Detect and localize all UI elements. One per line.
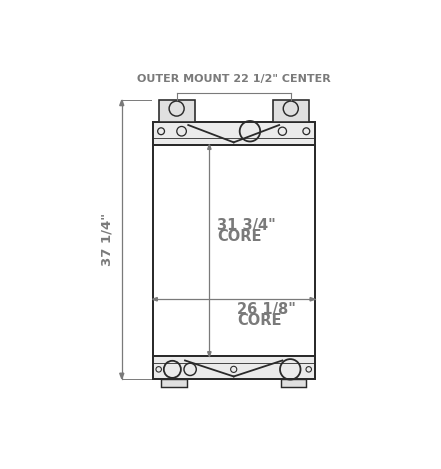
Polygon shape: [120, 100, 124, 106]
Bar: [153, 122, 315, 144]
Polygon shape: [310, 297, 315, 301]
Bar: [161, 378, 187, 387]
Text: CORE: CORE: [237, 313, 281, 328]
Text: 31 3/4": 31 3/4": [217, 218, 276, 233]
Polygon shape: [153, 297, 157, 301]
Bar: [153, 144, 315, 356]
Bar: [281, 378, 306, 387]
Bar: [273, 100, 309, 122]
Bar: [153, 356, 315, 378]
Polygon shape: [208, 144, 211, 149]
Text: OUTER MOUNT 22 1/2" CENTER: OUTER MOUNT 22 1/2" CENTER: [137, 74, 331, 84]
Text: 37 1/4": 37 1/4": [101, 213, 114, 266]
Text: 26 1/8": 26 1/8": [237, 302, 296, 317]
Text: CORE: CORE: [217, 229, 262, 244]
Polygon shape: [120, 373, 124, 378]
Polygon shape: [208, 352, 211, 356]
Bar: [159, 100, 194, 122]
